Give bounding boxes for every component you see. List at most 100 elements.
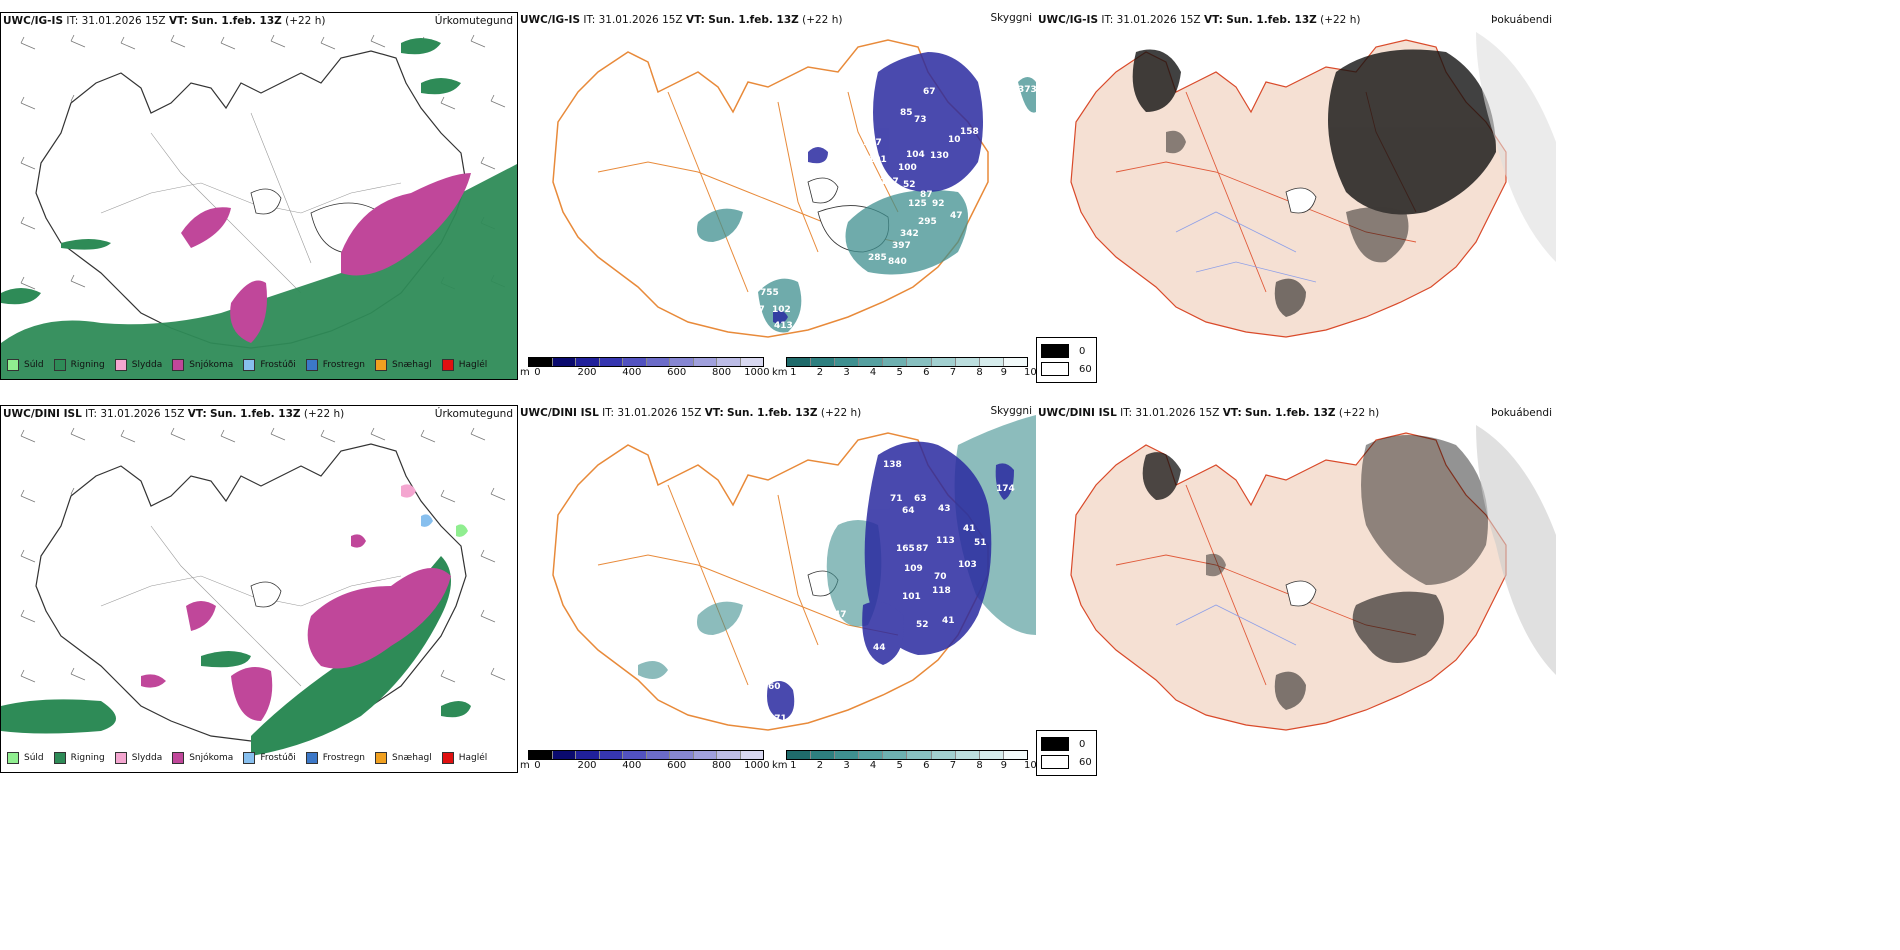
vis-label: 71 bbox=[890, 494, 903, 504]
legend-swatch bbox=[172, 752, 185, 764]
vis-label: 103 bbox=[958, 560, 977, 570]
it-value: 31.01.2026 15Z bbox=[100, 408, 185, 420]
vis-label: 41 bbox=[963, 524, 976, 534]
vis-m-areas-top bbox=[773, 52, 983, 324]
vis-label: 165 bbox=[896, 544, 915, 554]
fog-map-bottom bbox=[1070, 425, 1556, 731]
legend-swatch bbox=[7, 752, 19, 764]
legend-swatch bbox=[53, 752, 66, 764]
fog-legend-label: 0 bbox=[1079, 345, 1086, 357]
vis-label: 138 bbox=[883, 460, 902, 470]
it-label: IT: bbox=[66, 15, 79, 27]
snow-areas-bottom bbox=[141, 534, 451, 721]
vis-label: 276 bbox=[870, 275, 889, 285]
vt-label: VT: bbox=[704, 407, 724, 419]
colorbar-tick: 1 bbox=[790, 760, 797, 771]
model-name: UWC/DINI ISL bbox=[3, 408, 82, 420]
fog-panel-top: UWC/IG-IS IT: 31.01.2026 15Z VT: Sun. 1.… bbox=[1036, 12, 1556, 380]
colorbar-tick: 10 bbox=[1024, 367, 1036, 378]
colorbar-tick: 800 bbox=[711, 367, 732, 378]
visibility-header-bottom: UWC/DINI ISL IT: 31.01.2026 15Z VT: Sun.… bbox=[520, 407, 861, 419]
vis-label: 125 bbox=[908, 199, 927, 209]
colorbar-cells bbox=[786, 750, 1028, 760]
vis-label: 137 bbox=[863, 138, 882, 148]
colorbar-ticks: km 1 2 3 4 5 6 7 8 9 10 bbox=[772, 367, 1036, 379]
it-value: 31.01.2026 15Z bbox=[617, 407, 702, 419]
vt-label: VT: bbox=[168, 15, 188, 27]
legend-item-snjokoma: Snjókoma bbox=[172, 752, 233, 764]
legend-item-frostudi: Frostúði bbox=[243, 752, 296, 764]
vis-label: 307 bbox=[746, 305, 765, 315]
colorbar-tick: 1 bbox=[790, 367, 797, 378]
legend-label: Slydda bbox=[131, 360, 163, 370]
colorbar-unit: km bbox=[772, 760, 788, 771]
fog-panel-bottom: UWC/DINI ISL IT: 31.01.2026 15Z VT: Sun.… bbox=[1036, 405, 1556, 773]
vis-label: 63 bbox=[914, 494, 927, 504]
it-label: IT: bbox=[602, 407, 615, 419]
legend-label: Haglél bbox=[458, 753, 488, 763]
vt-label: VT: bbox=[685, 14, 705, 26]
vis-label: 51 bbox=[858, 177, 871, 187]
lead-time: (+22 h) bbox=[1320, 14, 1361, 26]
colorbar-tick: 7 bbox=[949, 760, 957, 771]
legend-swatch bbox=[441, 752, 454, 764]
rain-areas-top bbox=[1, 38, 517, 379]
vis-label: 109 bbox=[904, 564, 923, 574]
fog-legend-row: 60 bbox=[1041, 360, 1092, 378]
vis-label: 24 bbox=[636, 490, 649, 500]
colorbar-unit: km bbox=[772, 367, 788, 378]
visibility-panel-top: 80 34 67 85 73 158 10 137 101 104 130 51… bbox=[518, 12, 1036, 380]
fog-swatch bbox=[1041, 362, 1069, 376]
vis-label: 64 bbox=[902, 506, 915, 516]
vis-label: 101 bbox=[868, 155, 887, 165]
colorbar-tick: 400 bbox=[622, 760, 642, 771]
legend-swatch bbox=[375, 359, 388, 371]
vis-label: 295 bbox=[918, 217, 937, 227]
it-label: IT: bbox=[583, 14, 596, 26]
fog-legend-bottom: 0 60 bbox=[1036, 730, 1097, 776]
fog-legend-row: 0 bbox=[1041, 342, 1092, 360]
colorbar-tick: 8 bbox=[976, 367, 983, 378]
vis-label: 37 bbox=[814, 562, 827, 572]
model-name: UWC/IG-IS bbox=[3, 15, 64, 27]
vis-label: 35 bbox=[788, 532, 801, 542]
legend-item-snaehagl: Snæhagl bbox=[375, 752, 432, 764]
fog-header-top: UWC/IG-IS IT: 31.01.2026 15Z VT: Sun. 1.… bbox=[1038, 14, 1360, 26]
precip-panel-bottom: UWC/DINI ISL IT: 31.01.2026 15Z VT: Sun.… bbox=[0, 405, 518, 773]
colorbar-tick: 0 bbox=[534, 760, 541, 771]
vis-label: 80 bbox=[638, 67, 651, 77]
legend-item-sudd: Súld bbox=[7, 359, 44, 371]
colorbar-unit: m bbox=[520, 760, 530, 771]
fog-dark-areas-top bbox=[1132, 49, 1496, 317]
legend-label: Súld bbox=[24, 360, 44, 370]
precip-header-top: UWC/IG-IS IT: 31.01.2026 15Z VT: Sun. 1.… bbox=[3, 15, 325, 27]
colorbar-cells bbox=[786, 357, 1028, 367]
colorbar-tick: 2 bbox=[816, 367, 824, 378]
vis-label: 52 bbox=[916, 620, 929, 630]
colorbar-ticks: km 1 2 3 4 5 6 7 8 9 10 bbox=[772, 760, 1036, 772]
vt-label: VT: bbox=[1222, 407, 1242, 419]
legend-label: Snæhagl bbox=[392, 360, 432, 370]
vis-label: 104 bbox=[906, 150, 925, 160]
colorbar-tick: 800 bbox=[711, 760, 732, 771]
fog-swatch bbox=[1041, 755, 1069, 769]
precip-legend-bottom: Súld Rigning Slydda Snjókoma Frostúði Fr… bbox=[7, 752, 497, 764]
it-label: IT: bbox=[85, 408, 98, 420]
legend-label: Slydda bbox=[131, 753, 163, 763]
legend-label: Rigning bbox=[70, 360, 105, 370]
it-value: 31.01.2026 15Z bbox=[81, 15, 166, 27]
vis-label: 117 bbox=[880, 177, 899, 187]
fog-legend-label: 60 bbox=[1079, 363, 1092, 375]
colorbar-tick: 5 bbox=[896, 760, 903, 771]
visibility-title-top: Skyggni bbox=[990, 12, 1033, 24]
legend-label: Frostúði bbox=[260, 753, 296, 763]
colorbar-unit: m bbox=[520, 367, 530, 378]
visibility-map-top: 80 34 67 85 73 158 10 137 101 104 130 51… bbox=[552, 39, 1036, 338]
fog-swatch bbox=[1041, 344, 1069, 358]
legend-item-snaehagl: Snæhagl bbox=[375, 359, 432, 371]
fog-title-bottom: Þokuábendi bbox=[1491, 407, 1552, 419]
legend-item-haglel: Haglél bbox=[441, 752, 488, 764]
it-label: IT: bbox=[1120, 407, 1133, 419]
vis-label: 755 bbox=[760, 288, 779, 298]
colorbar-tick: 10 bbox=[1024, 760, 1036, 771]
